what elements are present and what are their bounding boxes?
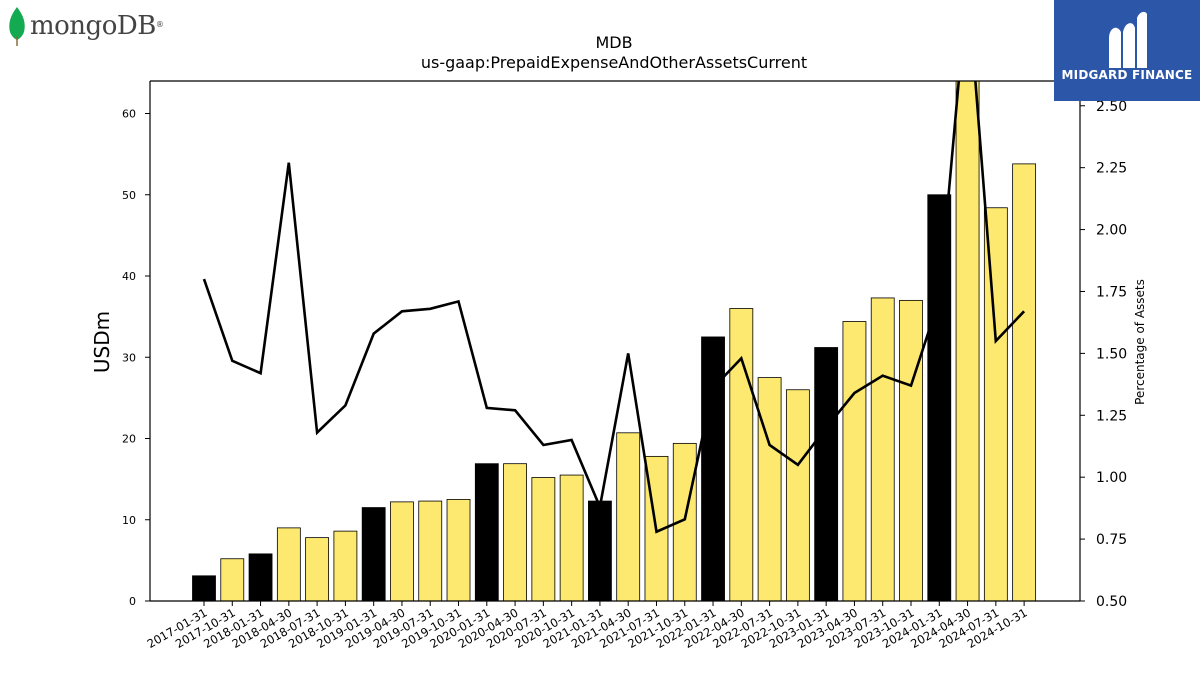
y2-tick-label: 1.00 bbox=[1096, 470, 1127, 486]
mongodb-leaf-icon bbox=[9, 7, 25, 46]
bar bbox=[927, 194, 952, 601]
bar bbox=[870, 297, 895, 601]
bar bbox=[503, 463, 527, 601]
y2-axis-label: Percentage of Assets bbox=[1133, 279, 1147, 405]
y-axis-label: USDm bbox=[90, 311, 114, 373]
bar bbox=[672, 442, 697, 601]
y2-tick-label: 2.50 bbox=[1096, 99, 1127, 115]
bar bbox=[418, 500, 443, 601]
y2-tick-label: 1.25 bbox=[1096, 408, 1127, 424]
plot-area: 0 10 20 30 40 50 60 0.50 0.75 1.00 1.25 1.50 1.75 2.0… bbox=[122, 80, 1127, 651]
y-tick-label: 40 bbox=[122, 270, 136, 283]
midgard-m-icon bbox=[1109, 11, 1147, 69]
bar bbox=[842, 321, 867, 601]
bar bbox=[446, 499, 471, 601]
mongodb-logo-text: mongoDB bbox=[30, 11, 156, 41]
bar bbox=[333, 530, 358, 601]
bar bbox=[616, 432, 641, 601]
y2-tick-label: 2.00 bbox=[1096, 223, 1127, 239]
bar bbox=[248, 553, 273, 601]
bar bbox=[955, 81, 980, 601]
bar bbox=[192, 575, 216, 601]
bar bbox=[390, 501, 414, 601]
bar bbox=[814, 347, 839, 601]
y2-tick-label: 0.50 bbox=[1096, 594, 1127, 610]
bar bbox=[220, 558, 245, 601]
y-tick-label: 20 bbox=[122, 433, 136, 446]
bar bbox=[474, 463, 499, 601]
plot-clip-group bbox=[192, 81, 1037, 601]
y-tick-label: 0 bbox=[129, 595, 136, 608]
mongodb-logo-tm: ® bbox=[155, 20, 164, 29]
y-tick-label: 50 bbox=[122, 189, 136, 202]
bar bbox=[559, 474, 584, 601]
bar bbox=[899, 299, 923, 601]
bar bbox=[276, 527, 301, 601]
bar bbox=[305, 537, 330, 601]
bar bbox=[1012, 163, 1037, 601]
bar bbox=[729, 308, 754, 601]
mongodb-logo: mongoDB ® bbox=[6, 6, 164, 46]
y-tick-label: 30 bbox=[122, 351, 136, 364]
y2-tick-label: 0.75 bbox=[1096, 532, 1127, 548]
y2-tick-label: 2.25 bbox=[1096, 161, 1127, 177]
percentage-line bbox=[202, 81, 1026, 534]
y-tick-label: 10 bbox=[122, 514, 136, 527]
midgard-finance-logo: MIDGARD FINANCE bbox=[1054, 0, 1200, 101]
bar bbox=[757, 377, 782, 601]
chart-subtitle: us-gaap:PrepaidExpenseAndOtherAssetsCurr… bbox=[421, 53, 807, 72]
y2-tick-label: 1.50 bbox=[1096, 346, 1127, 362]
bar bbox=[361, 507, 386, 601]
bar bbox=[785, 389, 810, 601]
bar bbox=[531, 477, 556, 601]
y-tick-label: 60 bbox=[122, 108, 136, 121]
midgard-logo-text: MIDGARD FINANCE bbox=[1061, 68, 1193, 82]
bar bbox=[701, 336, 725, 601]
bar bbox=[588, 500, 612, 601]
y2-tick-label: 1.75 bbox=[1096, 284, 1127, 300]
chart-title: MDB bbox=[595, 33, 632, 52]
bar bbox=[983, 207, 1008, 601]
